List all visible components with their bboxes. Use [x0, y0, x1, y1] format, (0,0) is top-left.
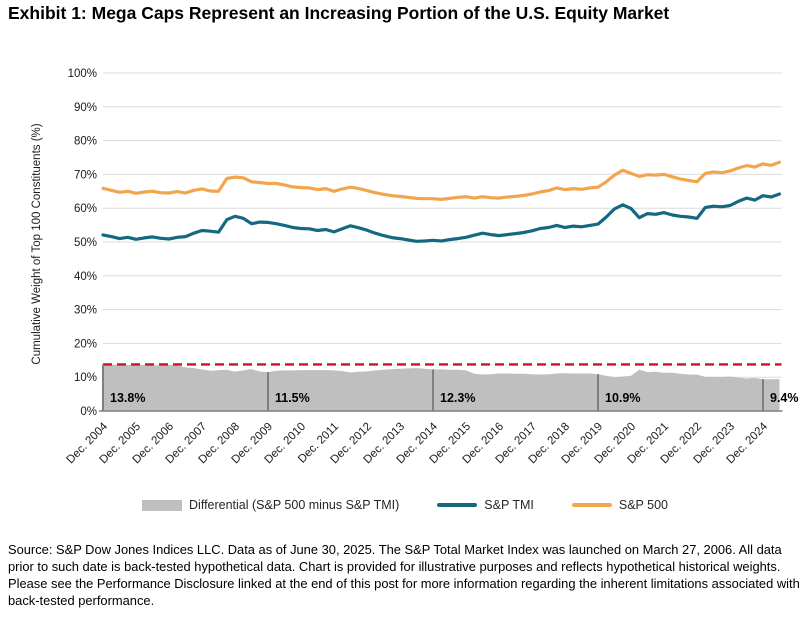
sp-tmi-line — [101, 192, 782, 243]
svg-text:90%: 90% — [74, 102, 97, 114]
y-axis-title: Cumulative Weight of Top 100 Constituent… — [31, 123, 43, 364]
annotation-dividers — [102, 364, 764, 411]
svg-text:40%: 40% — [74, 271, 97, 283]
svg-text:60%: 60% — [74, 203, 97, 215]
annotation-label: 12.3% — [440, 391, 475, 405]
legend-item-differential: Differential (S&P 500 minus S&P TMI) — [142, 498, 399, 512]
annotation-label: 11.5% — [275, 391, 310, 405]
chart: 13.8% 11.5% 12.3% 10.9% 9.4% 0% 10% 20% 30% 40% 50… — [31, 68, 799, 466]
svg-text:10%: 10% — [74, 372, 97, 384]
legend-label-sp-500: S&P 500 — [618, 498, 668, 512]
annotation-label: 13.8% — [110, 391, 145, 405]
svg-text:50%: 50% — [74, 237, 97, 249]
annotation-label: 9.4% — [770, 391, 799, 405]
legend-item-sp-500: S&P 500 — [571, 498, 668, 512]
y-gridlines — [103, 72, 782, 378]
legend-label-sp-tmi: S&P TMI — [484, 498, 534, 512]
svg-text:80%: 80% — [74, 136, 97, 148]
sp-tmi-swatch-icon — [437, 503, 478, 507]
sp-500-swatch-icon — [571, 503, 612, 507]
differential-area — [103, 364, 780, 411]
svg-text:0%: 0% — [80, 406, 97, 418]
svg-text:70%: 70% — [74, 169, 97, 181]
chart-title: Exhibit 1: Mega Caps Represent an Increa… — [8, 3, 670, 23]
svg-text:20%: 20% — [74, 338, 97, 350]
y-axis-labels: 0% 10% 20% 30% 40% 50% 60% 70% 80% 90% 100% — [68, 68, 97, 418]
legend-item-sp-tmi: S&P TMI — [437, 498, 534, 512]
annotation-labels: 13.8% 11.5% 12.3% 10.9% 9.4% — [110, 391, 799, 405]
annotation-label: 10.9% — [605, 391, 640, 405]
differential-swatch-icon — [142, 499, 183, 511]
svg-text:30%: 30% — [74, 305, 97, 317]
sp-500-line — [101, 160, 782, 201]
chart-legend: Differential (S&P 500 minus S&P TMI) S&P… — [0, 498, 810, 512]
legend-label-differential: Differential (S&P 500 minus S&P TMI) — [189, 498, 400, 512]
svg-text:100%: 100% — [68, 68, 97, 80]
source-note: Source: S&P Dow Jones Indices LLC. Data … — [8, 542, 800, 609]
